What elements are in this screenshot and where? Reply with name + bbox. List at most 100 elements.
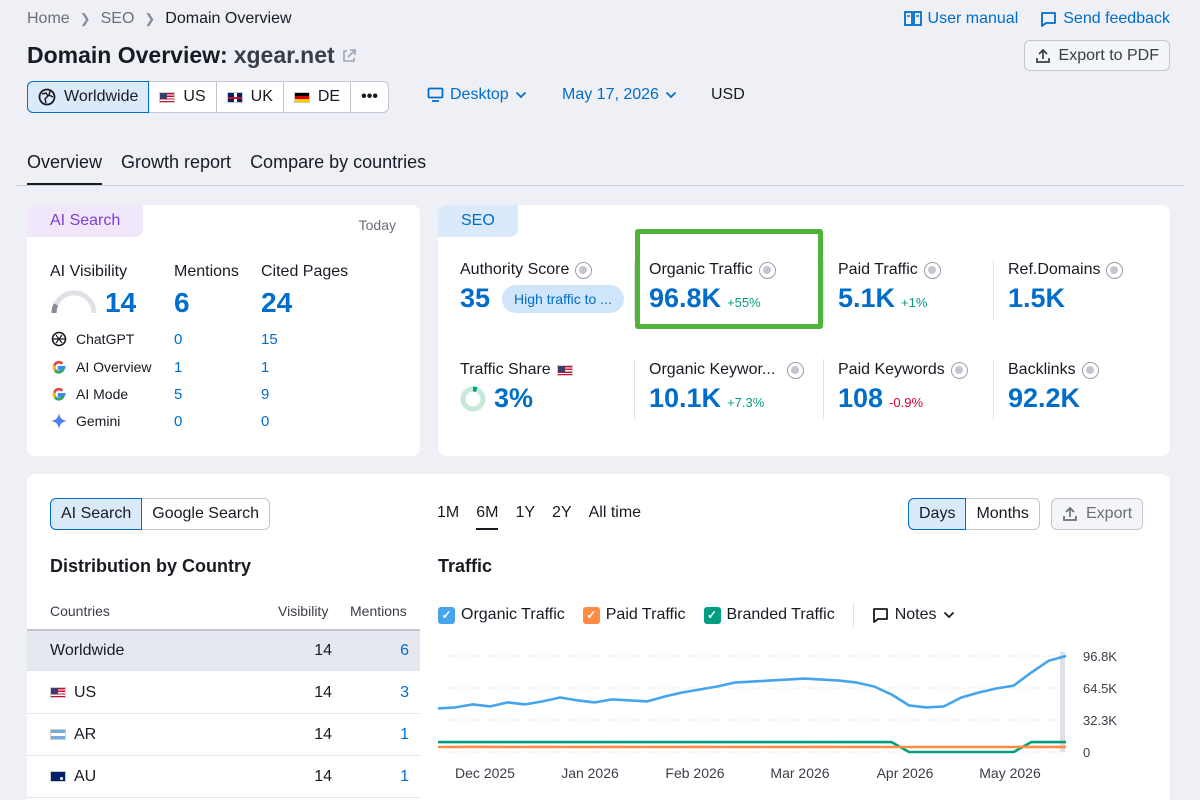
- mentions-cell[interactable]: 1: [400, 725, 409, 743]
- ai-row-cited[interactable]: 15: [261, 331, 278, 348]
- ref-domains-value[interactable]: 1.5K: [1008, 283, 1066, 313]
- ai-row-cited[interactable]: 0: [261, 413, 270, 430]
- info-icon[interactable]: [1106, 261, 1124, 279]
- info-icon[interactable]: [575, 261, 593, 279]
- region-uk[interactable]: UK: [216, 81, 284, 113]
- legend-branded-traffic[interactable]: ✓ Branded Traffic: [703, 606, 835, 624]
- metric-label: Authority Score: [460, 261, 570, 278]
- days-toggle[interactable]: Days: [908, 498, 967, 530]
- organic-traffic-value[interactable]: 96.8K: [649, 283, 722, 313]
- column-header-mentions[interactable]: Mentions: [350, 603, 407, 619]
- info-icon[interactable]: [787, 361, 805, 379]
- period-1y[interactable]: 1Y: [515, 504, 536, 521]
- flag-us-icon: [556, 364, 573, 376]
- info-icon[interactable]: [1081, 361, 1099, 379]
- backlinks-value[interactable]: 92.2K: [1008, 383, 1081, 413]
- ai-row-chatgpt: ChatGPT: [50, 330, 134, 348]
- divider: [634, 359, 635, 419]
- ai-row-mentions[interactable]: 0: [174, 331, 183, 348]
- period-6m[interactable]: 6M: [476, 504, 499, 530]
- chevron-down-icon: [943, 611, 954, 619]
- google-search-toggle[interactable]: Google Search: [142, 498, 270, 530]
- date-dropdown[interactable]: May 17, 2026: [562, 86, 677, 104]
- ai-row-mentions[interactable]: 5: [174, 386, 183, 403]
- top-links: User manual Send feedback: [903, 10, 1170, 28]
- series-line-organic-traffic[interactable]: [438, 654, 1067, 710]
- legend-organic-traffic[interactable]: ✓ Organic Traffic: [438, 606, 565, 624]
- info-icon[interactable]: [758, 261, 776, 279]
- info-icon[interactable]: [950, 361, 968, 379]
- x-tick-label: May 2026: [979, 765, 1041, 781]
- cited-pages-value[interactable]: 24: [261, 287, 293, 318]
- ai-row-cited[interactable]: 9: [261, 386, 270, 403]
- checkbox-checked-icon: ✓: [582, 606, 600, 624]
- export-pdf-button[interactable]: Export to PDF: [1023, 40, 1170, 71]
- breadcrumb-current: Domain Overview: [165, 10, 292, 27]
- legend-label: Organic Traffic: [461, 606, 565, 623]
- table-row[interactable]: AU 14 1: [27, 756, 420, 798]
- ai-search-toggle[interactable]: AI Search: [50, 498, 143, 530]
- table-row[interactable]: Worldwide 14 6: [27, 629, 420, 671]
- traffic-badge[interactable]: High traffic to ...: [502, 284, 624, 313]
- delta-badge: +7.3%: [727, 395, 765, 410]
- ai-platform-name: ChatGPT: [76, 331, 135, 347]
- series-line-branded-traffic[interactable]: [438, 740, 1066, 754]
- organic-traffic-highlight: [635, 229, 823, 329]
- breadcrumb-home[interactable]: Home: [27, 10, 70, 27]
- flag-us-icon: [159, 91, 176, 103]
- more-icon: •••: [361, 88, 378, 105]
- region-us[interactable]: US: [149, 81, 217, 113]
- country-name: AU: [74, 767, 97, 785]
- tab-overview[interactable]: Overview: [27, 152, 103, 185]
- ai-row-cited[interactable]: 1: [261, 359, 270, 376]
- table-row[interactable]: US 14 3: [27, 672, 420, 714]
- organic-traffic-metric: Organic Traffic 96.8K +55%: [649, 261, 776, 314]
- legend-paid-traffic[interactable]: ✓ Paid Traffic: [582, 606, 686, 624]
- mentions-value[interactable]: 6: [174, 287, 190, 318]
- ai-row-mentions[interactable]: 0: [174, 413, 183, 430]
- ai-search-card: AI Search Today AI Visibility Mentions C…: [27, 205, 420, 456]
- region-worldwide[interactable]: Worldwide: [27, 81, 150, 113]
- mentions-cell[interactable]: 3: [400, 683, 409, 701]
- mentions-cell[interactable]: 1: [400, 767, 409, 785]
- book-icon: [903, 11, 922, 26]
- months-toggle[interactable]: Months: [966, 498, 1040, 530]
- period-all-time[interactable]: All time: [588, 504, 642, 521]
- notes-dropdown[interactable]: Notes: [872, 606, 955, 624]
- device-dropdown[interactable]: Desktop: [427, 86, 527, 104]
- x-tick-label: Dec 2025: [455, 765, 515, 781]
- export-button[interactable]: Export: [1051, 498, 1144, 530]
- column-header-visibility[interactable]: Visibility: [278, 603, 329, 619]
- traffic-share-value[interactable]: 3%: [494, 383, 534, 413]
- column-header-countries[interactable]: Countries: [50, 603, 110, 619]
- divider: [823, 359, 824, 419]
- region-de[interactable]: DE: [283, 81, 352, 113]
- paid-keywords-value[interactable]: 108: [838, 383, 884, 413]
- tab-growth-report[interactable]: Growth report: [121, 152, 232, 172]
- info-icon[interactable]: [923, 261, 941, 279]
- divider: [993, 261, 994, 321]
- region-more-button[interactable]: •••: [351, 81, 389, 113]
- external-link-icon[interactable]: [341, 48, 357, 64]
- period-1m[interactable]: 1M: [437, 504, 460, 521]
- mentions-cell[interactable]: 6: [400, 641, 409, 659]
- ai-row-mentions[interactable]: 1: [174, 359, 183, 376]
- distribution-title: Distribution by Country: [50, 556, 251, 576]
- breadcrumb-seo[interactable]: SEO: [100, 10, 135, 27]
- organic-keywords-value[interactable]: 10.1K: [649, 383, 722, 413]
- traffic-chart[interactable]: 96.8K 64.5K 32.3K 0 Dec 2025 Jan 2026 Feb 202…: [438, 646, 1138, 796]
- period-2y[interactable]: 2Y: [552, 504, 572, 521]
- authority-score-value[interactable]: 35: [460, 283, 491, 313]
- table-row[interactable]: AR 14 1: [27, 714, 420, 756]
- cited-pages-header: Cited Pages: [261, 263, 349, 280]
- tab-compare-by-countries[interactable]: Compare by countries: [250, 152, 427, 172]
- chart-legend: ✓ Organic Traffic ✓ Paid Traffic ✓ Brand…: [438, 603, 955, 627]
- organic-keywords-metric: Organic Keywor... 10.1K +7.3%: [649, 361, 805, 414]
- send-feedback-link[interactable]: Send feedback: [1040, 10, 1170, 28]
- visibility-cell: 14: [314, 725, 332, 743]
- user-manual-link[interactable]: User manual: [903, 10, 1018, 28]
- traffic-title: Traffic: [438, 556, 493, 576]
- chevron-down-icon: [515, 91, 526, 99]
- paid-traffic-value[interactable]: 5.1K: [838, 283, 896, 313]
- notes-label: Notes: [894, 606, 937, 623]
